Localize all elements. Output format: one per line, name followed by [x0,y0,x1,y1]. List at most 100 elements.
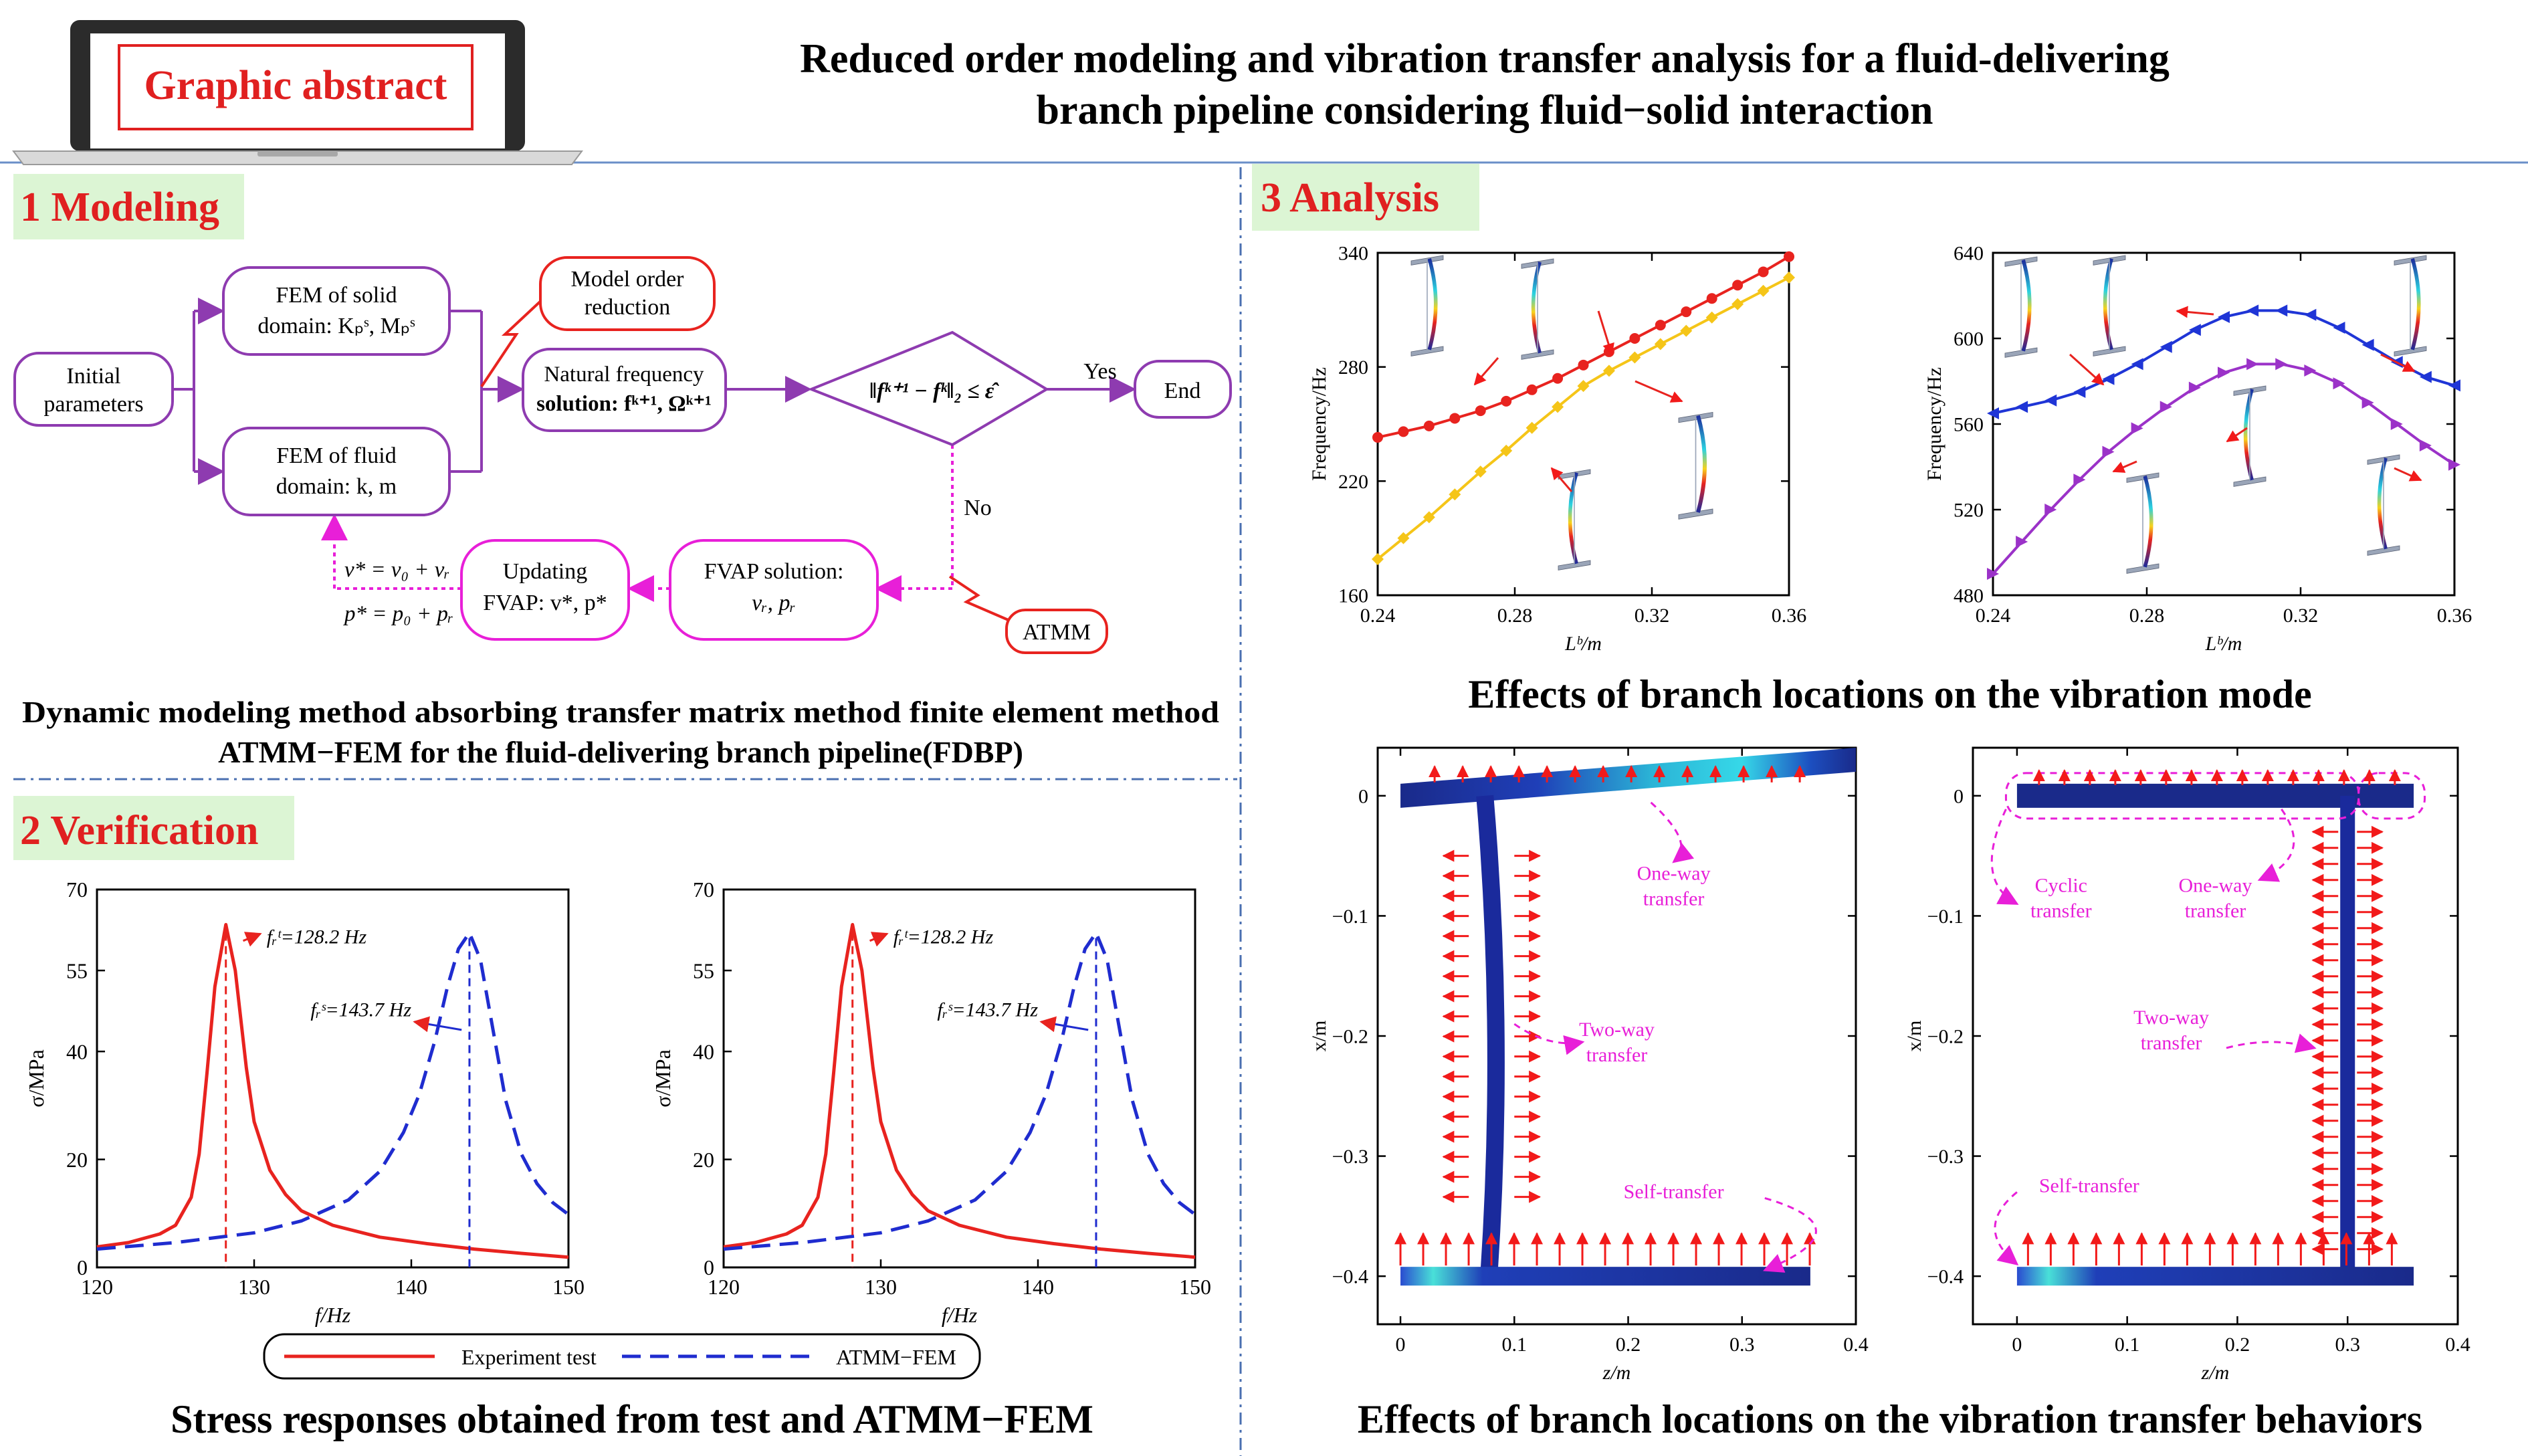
frequency-series-2-point [2448,458,2460,471]
experiment-peak-label: fᵣᵗ=128.2 Hz [267,926,367,948]
node-fem-solid: FEM of solid domain: Kₚˢ, Mₚˢ [222,266,451,356]
v-star-equation: v* = v₀ + vᵣ [344,558,450,582]
y-tick-label: 560 [1954,414,1984,436]
x-tick-label: 0.28 [1497,605,1533,627]
mode-shape-bottom-pipe [2367,545,2400,556]
flowchart-feedback [321,445,954,602]
mode-shape-thumbnail [2394,255,2427,356]
x-tick-label: 0.28 [2129,605,2165,627]
verification-legend: Experiment test ATMM−FEM [263,1333,981,1380]
fvap-solution-line-2: vᵣ, pᵣ [752,591,796,615]
frequency-series-2-point [1783,271,1795,284]
x-tick-label: 0.3 [2335,1334,2360,1356]
analysis-heading: 3 Analysis [1261,175,1439,221]
frequency-series-2-point [1474,465,1487,478]
y-tick-label: 20 [66,1148,88,1172]
y-axis-label: x/m [1308,1021,1330,1052]
one-way-pointer [2257,808,2295,882]
frequency-series-1-point [2188,324,2201,336]
y-tick-label: 280 [1338,356,1368,379]
frequency-series-2-point [1757,284,1770,297]
frequency-series-1-point [2419,371,2432,383]
frequency-series-1-point [2333,322,2345,334]
mode-shape-bottom-pipe [2004,347,2038,358]
verification-chart-right: 120 130 140 150 0 20 40 55 70 f/Hz σ/MPa fᵣᵗ=128.2 … [651,877,1211,1327]
mode-shape-bottom-pipe [2233,476,2267,487]
frequency-series-2-point [1397,532,1410,544]
updating-line-1: Updating [503,559,588,584]
branch-pipe [2340,795,2355,1277]
frequency-series-2-point [2361,397,2374,409]
frequency-series-2-point [1628,351,1641,364]
frequency-series-2-point [2419,439,2432,451]
fem-fluid-line-1: FEM of fluid [276,443,396,468]
node-convergence-criterion: ‖fᵏ⁺¹ − fᵏ‖₂ ≤ ε̂ [807,330,1049,447]
x-tick-label: 0.36 [1772,605,1807,627]
self-transfer-pointer [1994,1191,2019,1266]
atmm-label: ATMM [1023,620,1091,645]
x-tick-label: 0.4 [2445,1334,2470,1356]
frequency-series-1-point [2361,338,2374,351]
mode-shape-pointer [2380,353,2416,373]
x-tick-label: 0.2 [1616,1334,1641,1356]
frequency-series-1-point [2044,394,2057,407]
y-tick-label: 70 [66,877,88,902]
frequency-series-2-point [2304,365,2317,377]
y-tick-label: −0.3 [1927,1146,1964,1168]
frequency-series-2-point [2218,367,2230,379]
mode-shape-bottom-pipe [1410,346,1444,356]
mode-shape-thumbnail [2004,256,2038,358]
legend-atmm-label: ATMM−FEM [836,1345,956,1369]
mode-shape-branch [1531,262,1542,354]
mode-shape-thumbnail [2093,255,2126,356]
mode-shape-thumbnail [1558,469,1591,570]
experiment-annotation-arrow [242,932,262,947]
yes-label: Yes [1083,359,1116,384]
frequency-series-2-point [2016,536,2028,548]
mode-shape-pointer [2176,306,2214,318]
frequency-series-1-point [1784,251,1794,262]
x-axis-label: f/Hz [942,1303,978,1327]
mode-shape-pointer [2394,467,2422,482]
fvap-solution-line-1: FVAP solution: [704,559,844,584]
x-tick-label: 0.24 [1360,605,1396,627]
verification-section: 2 Verification 120 130 140 150 0 20 40 55 70 f/Hz… [13,796,1211,1441]
frequency-series-1-point [1423,420,1435,431]
transfer-label: transfer [2030,900,2092,922]
y-tick-label: −0.4 [1927,1266,1964,1288]
experiment-annotation-arrow [869,932,889,947]
frequency-series-1-point [1732,280,1744,291]
node-atmm: ATMM [1005,609,1108,654]
transfer-chart-right: 0 0.1 0.2 0.3 0.4 0 −0.1 −0.2 −0.3 −0.4 z/m x/m Cycl… [1903,746,2470,1384]
mode-shape-bottom-pipe [2093,346,2126,356]
modeling-caption-line-1: Dynamic modeling method absorbing transf… [22,695,1219,729]
modeling-heading-bg [13,174,244,239]
frequency-series-2-point [1449,488,1461,501]
plot-frame [1972,746,2459,1326]
y-tick-label: 160 [1338,585,1368,607]
frequency-series-1-point [1552,373,1564,384]
frequency-series-2-point [2333,377,2345,390]
y-tick-label: 640 [1954,243,1984,265]
transfer-label: transfer [2185,900,2246,922]
x-tick-label: 0.36 [2437,605,2472,627]
frequency-series-2-point [2390,418,2403,430]
frequency-series-2-point [1423,511,1435,524]
x-axis-label: z/m [1602,1362,1631,1384]
frequency-series-1-point [1706,293,1717,304]
frequency-series-1-point [1578,359,1589,371]
mode-shape-bottom-pipe [2126,563,2160,574]
transfer-label: transfer [1586,1044,1648,1066]
updating-line-2: FVAP: v*, p* [483,591,607,615]
initial-parameters-line-2: parameters [43,392,143,417]
frequency-series-2-point [1500,444,1513,457]
mode-shape-branch [2377,457,2388,550]
flowchart-connectors [173,298,1136,485]
frequency-series-2-line [1376,276,1790,560]
frequency-series-1-point [1526,384,1538,395]
y-tick-label: 55 [66,958,88,982]
transfer-label: Cyclic [2035,875,2087,897]
node-natural-frequency: Natural frequency solution: fᵏ⁺¹, Ωᵏ⁺¹ [522,348,727,432]
y-axis-label: Frequency/Hz [1308,367,1330,481]
atmm-annotation-arrow [413,1016,462,1033]
